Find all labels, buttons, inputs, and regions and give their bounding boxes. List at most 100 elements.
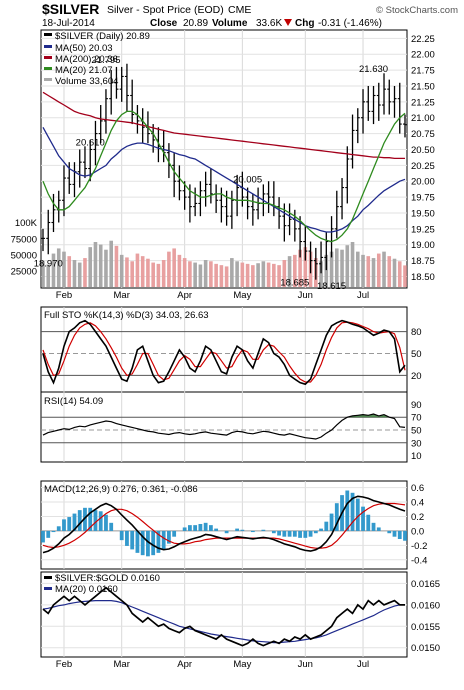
- sto-tick-label: 50: [411, 349, 422, 360]
- volume-bar: [209, 261, 213, 287]
- legend-entry: MACD(12,26,9) 0.276, 0.361, -0.086: [44, 484, 198, 495]
- volume-bar: [51, 253, 56, 287]
- legend-swatch: [44, 78, 52, 81]
- volume-bar: [156, 263, 161, 287]
- volume-bar: [251, 265, 255, 287]
- price-annotation: 21.630: [359, 64, 388, 75]
- rsi-tick-label: 70: [411, 413, 422, 424]
- macd-tick-label: 0.2: [411, 512, 424, 523]
- x-tick-label: Jul: [357, 290, 369, 301]
- volume-bar: [376, 253, 381, 287]
- ratio-tick-label: 0.0155: [411, 622, 440, 633]
- ratio-tick-label: 0.0150: [411, 643, 440, 654]
- macd-histogram-bar: [156, 530, 161, 553]
- macd-histogram-bar: [224, 530, 229, 534]
- legend-entry: MA(200) 20.36: [55, 54, 118, 65]
- macd-histogram-bar: [366, 514, 371, 531]
- price-tick-label: 19.50: [411, 208, 435, 219]
- volume-bar: [245, 263, 250, 287]
- rsi-tick-label: 50: [411, 426, 422, 437]
- price-tick-label: 22.00: [411, 50, 435, 61]
- ratio-tick-label: 0.0165: [411, 579, 440, 590]
- volume-bar: [182, 258, 187, 287]
- volume-bar: [329, 251, 334, 287]
- macd-histogram-bar: [313, 530, 318, 534]
- macd-tick-label: -0.2: [411, 541, 427, 552]
- price-panel: [40, 29, 408, 289]
- volume-bar: [272, 263, 276, 287]
- chg-value: -0.31 (-1.46%): [318, 18, 382, 29]
- macd-histogram-bar: [319, 528, 323, 531]
- macd-histogram-bar: [67, 517, 72, 531]
- price-annotation: 18.970: [34, 258, 63, 269]
- volume-bar: [240, 262, 245, 287]
- legend-swatch: [44, 587, 52, 590]
- volume-bar: [298, 249, 302, 287]
- price-tick-label: 20.75: [411, 129, 435, 140]
- macd-histogram-bar: [214, 528, 219, 531]
- price-annotation: 18.615: [317, 281, 346, 292]
- macd-histogram-bar: [324, 521, 329, 531]
- legend-entry: MA(20) 0.0160: [55, 584, 118, 595]
- price-tick-label: 20.00: [411, 177, 435, 188]
- volume-bar: [319, 261, 323, 287]
- volume-bar: [56, 248, 61, 287]
- volume-bar: [93, 242, 98, 287]
- price-tick-label: 21.00: [411, 113, 435, 124]
- volume-bar: [403, 265, 407, 287]
- macd-histogram-bar: [271, 530, 276, 534]
- sto-tick-label: 80: [411, 327, 422, 338]
- price-tick-label: 21.75: [411, 66, 435, 77]
- volume-bar: [198, 264, 203, 287]
- macd-histogram-bar: [98, 511, 103, 531]
- price-tick-label: 20.25: [411, 161, 435, 172]
- macd-histogram-bar: [240, 529, 245, 531]
- macd-histogram-bar: [182, 527, 187, 531]
- price-tick-label: 18.75: [411, 256, 435, 267]
- volume-bar: [334, 248, 339, 287]
- volume-bar: [387, 256, 392, 287]
- sto-d-line: [42, 321, 406, 383]
- volume-bar: [303, 247, 308, 287]
- macd-histogram-bar: [308, 530, 313, 537]
- volume-bar: [167, 251, 171, 287]
- macd-histogram-bar: [83, 507, 87, 531]
- macd-histogram-bar: [350, 492, 355, 531]
- macd-histogram-bar: [167, 530, 171, 544]
- macd-histogram-bar: [235, 528, 240, 531]
- legend-entry: $SILVER (Daily) 20.89: [55, 31, 150, 42]
- legend-swatch: [44, 56, 52, 59]
- x-tick-label: Feb: [56, 659, 72, 670]
- macd-tick-label: 0.4: [411, 498, 424, 509]
- macd-histogram-bar: [198, 523, 203, 531]
- macd-tick-label: 0.0: [411, 526, 424, 537]
- price-tick-label: 19.00: [411, 240, 435, 251]
- volume-bar: [151, 262, 155, 287]
- volume-bar: [135, 253, 140, 287]
- volume-bar: [146, 258, 150, 287]
- volume-bar: [224, 266, 229, 287]
- x-tick-label: May: [233, 290, 251, 301]
- macd-histogram-bar: [140, 530, 145, 556]
- volume-bar: [366, 256, 371, 287]
- macd-histogram-bar: [135, 530, 140, 553]
- x-tick-label: Feb: [56, 290, 72, 301]
- volume-bar: [293, 254, 297, 287]
- price-annotation: 21.795: [91, 55, 120, 66]
- sto-k-line: [42, 319, 406, 386]
- legend-entry: $SILVER:$GOLD 0.0160: [55, 573, 160, 584]
- price-tick-label: 19.75: [411, 193, 435, 204]
- ma200-line: [42, 91, 405, 160]
- rsi-tick-label: 30: [411, 438, 422, 449]
- legend-swatch: [44, 576, 52, 579]
- macd-histogram-bar: [287, 530, 292, 537]
- instrument-name: Silver - Spot Price (EOD): [107, 4, 224, 16]
- legend-entry: Volume 33,604: [55, 76, 118, 87]
- macd-histogram-bar: [41, 530, 45, 543]
- volume-bar: [219, 265, 224, 287]
- volume-bar: [109, 240, 114, 287]
- macd-histogram-bar: [93, 510, 98, 531]
- volume-bar: [287, 256, 292, 287]
- volume-bar: [62, 251, 66, 287]
